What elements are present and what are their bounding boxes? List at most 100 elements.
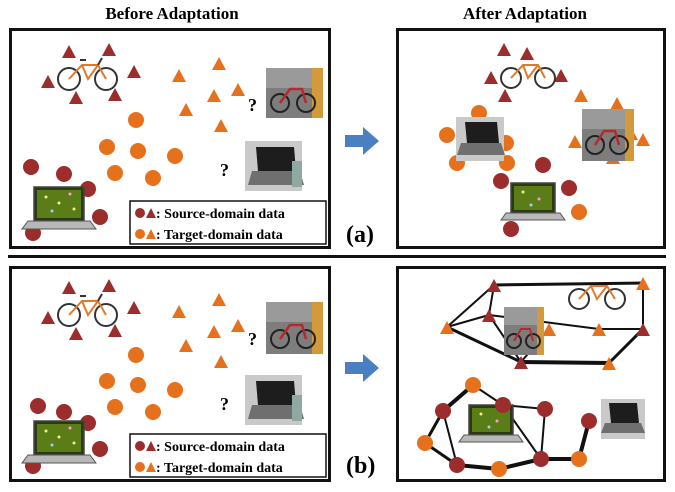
laptop-icon bbox=[21, 186, 97, 230]
source-circle bbox=[581, 413, 597, 429]
panel-a-after bbox=[396, 28, 666, 249]
source-circle bbox=[92, 209, 108, 225]
source-circle bbox=[537, 401, 553, 417]
source-triangle bbox=[636, 323, 650, 336]
target-triangle bbox=[636, 133, 650, 146]
target-circle bbox=[130, 377, 146, 393]
target-circle bbox=[417, 435, 433, 451]
legend-target: : Target-domain data bbox=[156, 228, 283, 243]
source-triangle bbox=[127, 65, 141, 78]
unknown-mark: ? bbox=[220, 160, 229, 180]
panel-b-before: ? ? : Source-domain data : Target-domain… bbox=[9, 266, 331, 482]
source-circle bbox=[561, 180, 577, 196]
target-triangle bbox=[542, 323, 556, 336]
target-triangle bbox=[610, 97, 624, 110]
target-circle bbox=[99, 139, 115, 155]
target-triangle bbox=[172, 69, 186, 82]
target-circle bbox=[571, 204, 587, 220]
legend-source: : Source-domain data bbox=[156, 207, 285, 222]
target-triangle bbox=[231, 319, 245, 332]
legend-source: : Source-domain data bbox=[156, 440, 285, 455]
divider bbox=[8, 255, 666, 258]
laptop-photo bbox=[245, 375, 304, 425]
source-circle bbox=[449, 457, 465, 473]
panel-a-after-canvas bbox=[439, 43, 650, 237]
target-circle bbox=[128, 347, 144, 363]
source-circle bbox=[503, 221, 519, 237]
target-triangle bbox=[568, 135, 582, 148]
source-triangle bbox=[498, 89, 512, 102]
source-triangle bbox=[520, 47, 534, 60]
target-triangle bbox=[179, 339, 193, 352]
bicycle-icon bbox=[57, 57, 118, 91]
source-circle bbox=[533, 451, 549, 467]
target-circle bbox=[465, 377, 481, 393]
source-triangle bbox=[484, 71, 498, 84]
source-circle bbox=[435, 403, 451, 419]
label-a: (a) bbox=[346, 222, 374, 248]
bicycle-photo bbox=[266, 68, 323, 118]
unknown-mark: ? bbox=[220, 394, 229, 414]
source-triangle bbox=[554, 69, 568, 82]
target-circle bbox=[107, 165, 123, 181]
source-circle bbox=[56, 166, 72, 182]
laptop-photo bbox=[245, 141, 304, 191]
source-circle bbox=[56, 404, 72, 420]
target-circle bbox=[167, 382, 183, 398]
target-circle bbox=[571, 451, 587, 467]
target-triangle bbox=[440, 321, 454, 334]
target-circle bbox=[107, 399, 123, 415]
panel-b-before-canvas: ? ? : Source-domain data : Target-domain… bbox=[21, 279, 327, 478]
source-triangle bbox=[69, 327, 83, 340]
bicycle-icon bbox=[57, 293, 118, 327]
target-triangle bbox=[214, 119, 228, 132]
target-triangle bbox=[214, 355, 228, 368]
legend: : Source-domain data : Target-domain dat… bbox=[129, 200, 327, 245]
target-triangle bbox=[212, 57, 226, 70]
panel-b-after-canvas bbox=[417, 277, 650, 477]
label-b: (b) bbox=[346, 453, 376, 479]
source-circle bbox=[495, 397, 511, 413]
bicycle-photo bbox=[582, 109, 634, 161]
source-triangle bbox=[102, 43, 116, 56]
source-circle bbox=[30, 398, 46, 414]
bicycle-icon bbox=[500, 64, 556, 89]
source-triangle bbox=[127, 301, 141, 314]
source-triangle bbox=[108, 88, 122, 101]
source-triangle bbox=[41, 75, 55, 88]
laptop-photo bbox=[601, 399, 645, 439]
source-triangle bbox=[69, 91, 83, 104]
target-triangle bbox=[207, 325, 221, 338]
target-circle bbox=[491, 461, 507, 477]
laptop-icon bbox=[500, 182, 566, 221]
laptop-photo bbox=[456, 117, 505, 161]
unknown-mark: ? bbox=[248, 95, 257, 115]
target-triangle bbox=[212, 293, 226, 306]
laptop-icon bbox=[458, 404, 524, 443]
target-circle bbox=[145, 170, 161, 186]
bicycle-icon bbox=[568, 285, 626, 310]
source-triangle bbox=[514, 356, 528, 369]
source-triangle bbox=[41, 311, 55, 324]
target-circle bbox=[439, 127, 455, 143]
source-triangle bbox=[482, 309, 496, 322]
panel-a-before-canvas: ? ? : Source-domain data : Target-domain… bbox=[21, 43, 327, 245]
target-triangle bbox=[602, 357, 616, 370]
bicycle-photo bbox=[504, 307, 544, 355]
panel-a-before: ? ? : Source-domain data : Target-domain… bbox=[9, 28, 331, 249]
target-circle bbox=[99, 373, 115, 389]
source-triangle bbox=[62, 281, 76, 294]
heading-before: Before Adaptation bbox=[105, 4, 239, 23]
unknown-mark: ? bbox=[248, 329, 257, 349]
source-triangle bbox=[102, 279, 116, 292]
heading-after: After Adaptation bbox=[463, 4, 587, 23]
source-circle bbox=[493, 173, 509, 189]
source-triangle bbox=[108, 324, 122, 337]
target-triangle bbox=[207, 89, 221, 102]
target-triangle bbox=[592, 323, 606, 336]
target-triangle bbox=[636, 277, 650, 290]
source-triangle bbox=[487, 279, 501, 292]
source-circle bbox=[23, 159, 39, 175]
target-triangle bbox=[172, 305, 186, 318]
bicycle-photo bbox=[266, 302, 323, 354]
